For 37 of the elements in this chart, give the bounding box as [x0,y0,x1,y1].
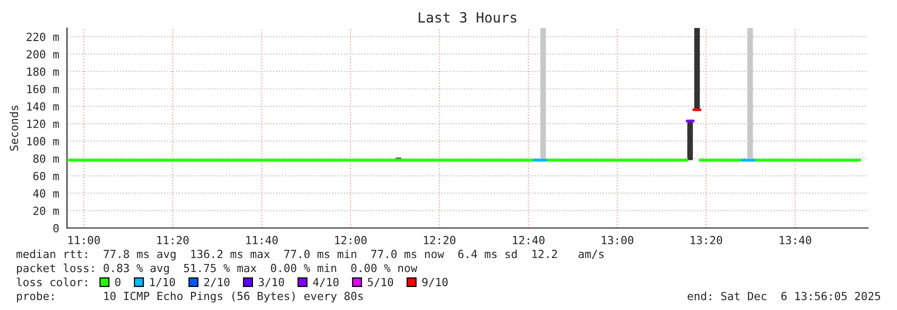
x-tick-label: 12:00 [335,236,367,244]
text: end: Sat Dec 6 13:56:05 2025 [688,292,880,300]
bar [694,28,700,109]
text: packet loss: 0.83 % avg 51.75 % max 0.00 % min 0.00 % now [17,264,418,274]
legend-title: loss color: [16,278,87,286]
y-axis-title: Seconds [10,106,18,151]
y-tick-label: 160 m [27,84,59,94]
x-tick-label: 13:20 [690,236,722,244]
chart-title: Last 3 Hours [418,12,516,23]
x-tick-label: 13:00 [602,236,634,244]
text: median rtt: 77.8 ms avg 136.2 ms max 77.0 ms min 77.0 ms now 6.4 ms sd 12.2 am/s [16,250,604,260]
legend-label: 2/10 [204,278,230,288]
y-tick-label: 120 m [27,120,59,128]
x-tick-label: 11:20 [157,236,189,244]
legend-label: 0 [115,278,120,286]
legend-label: 9/10 [422,278,448,288]
x-tick-label: 13:40 [780,236,812,244]
x-tick-label: 11:00 [68,236,100,244]
y-tick-label: 100 m [27,137,59,146]
legend-label: 5/10 [368,278,394,288]
y-tick-label: 180 m [27,67,59,76]
y-tick-label: 140 m [27,102,59,111]
x-tick-label: 12:40 [513,236,544,244]
y-tick-label: 220 m [26,32,59,42]
text: probe: 10 ICMP Echo Pings (56 Bytes) every 80s [17,292,363,302]
y-tick-label: 200 m [26,50,59,58]
y-tick-label: 20 m [33,206,59,216]
x-tick-label: 11:40 [246,236,278,244]
legend-label: 1/10 [150,278,175,288]
legend-label: 4/10 [313,278,339,288]
legend-label: 3/10 [258,278,284,288]
y-tick-label: 60 m [33,172,59,180]
x-tick-label: 12:20 [424,236,456,244]
y-tick-label: 40 m [33,189,59,198]
y-tick-label: 0 [53,224,59,232]
bar [687,121,693,160]
y-tick-label: 80 m [33,154,59,163]
